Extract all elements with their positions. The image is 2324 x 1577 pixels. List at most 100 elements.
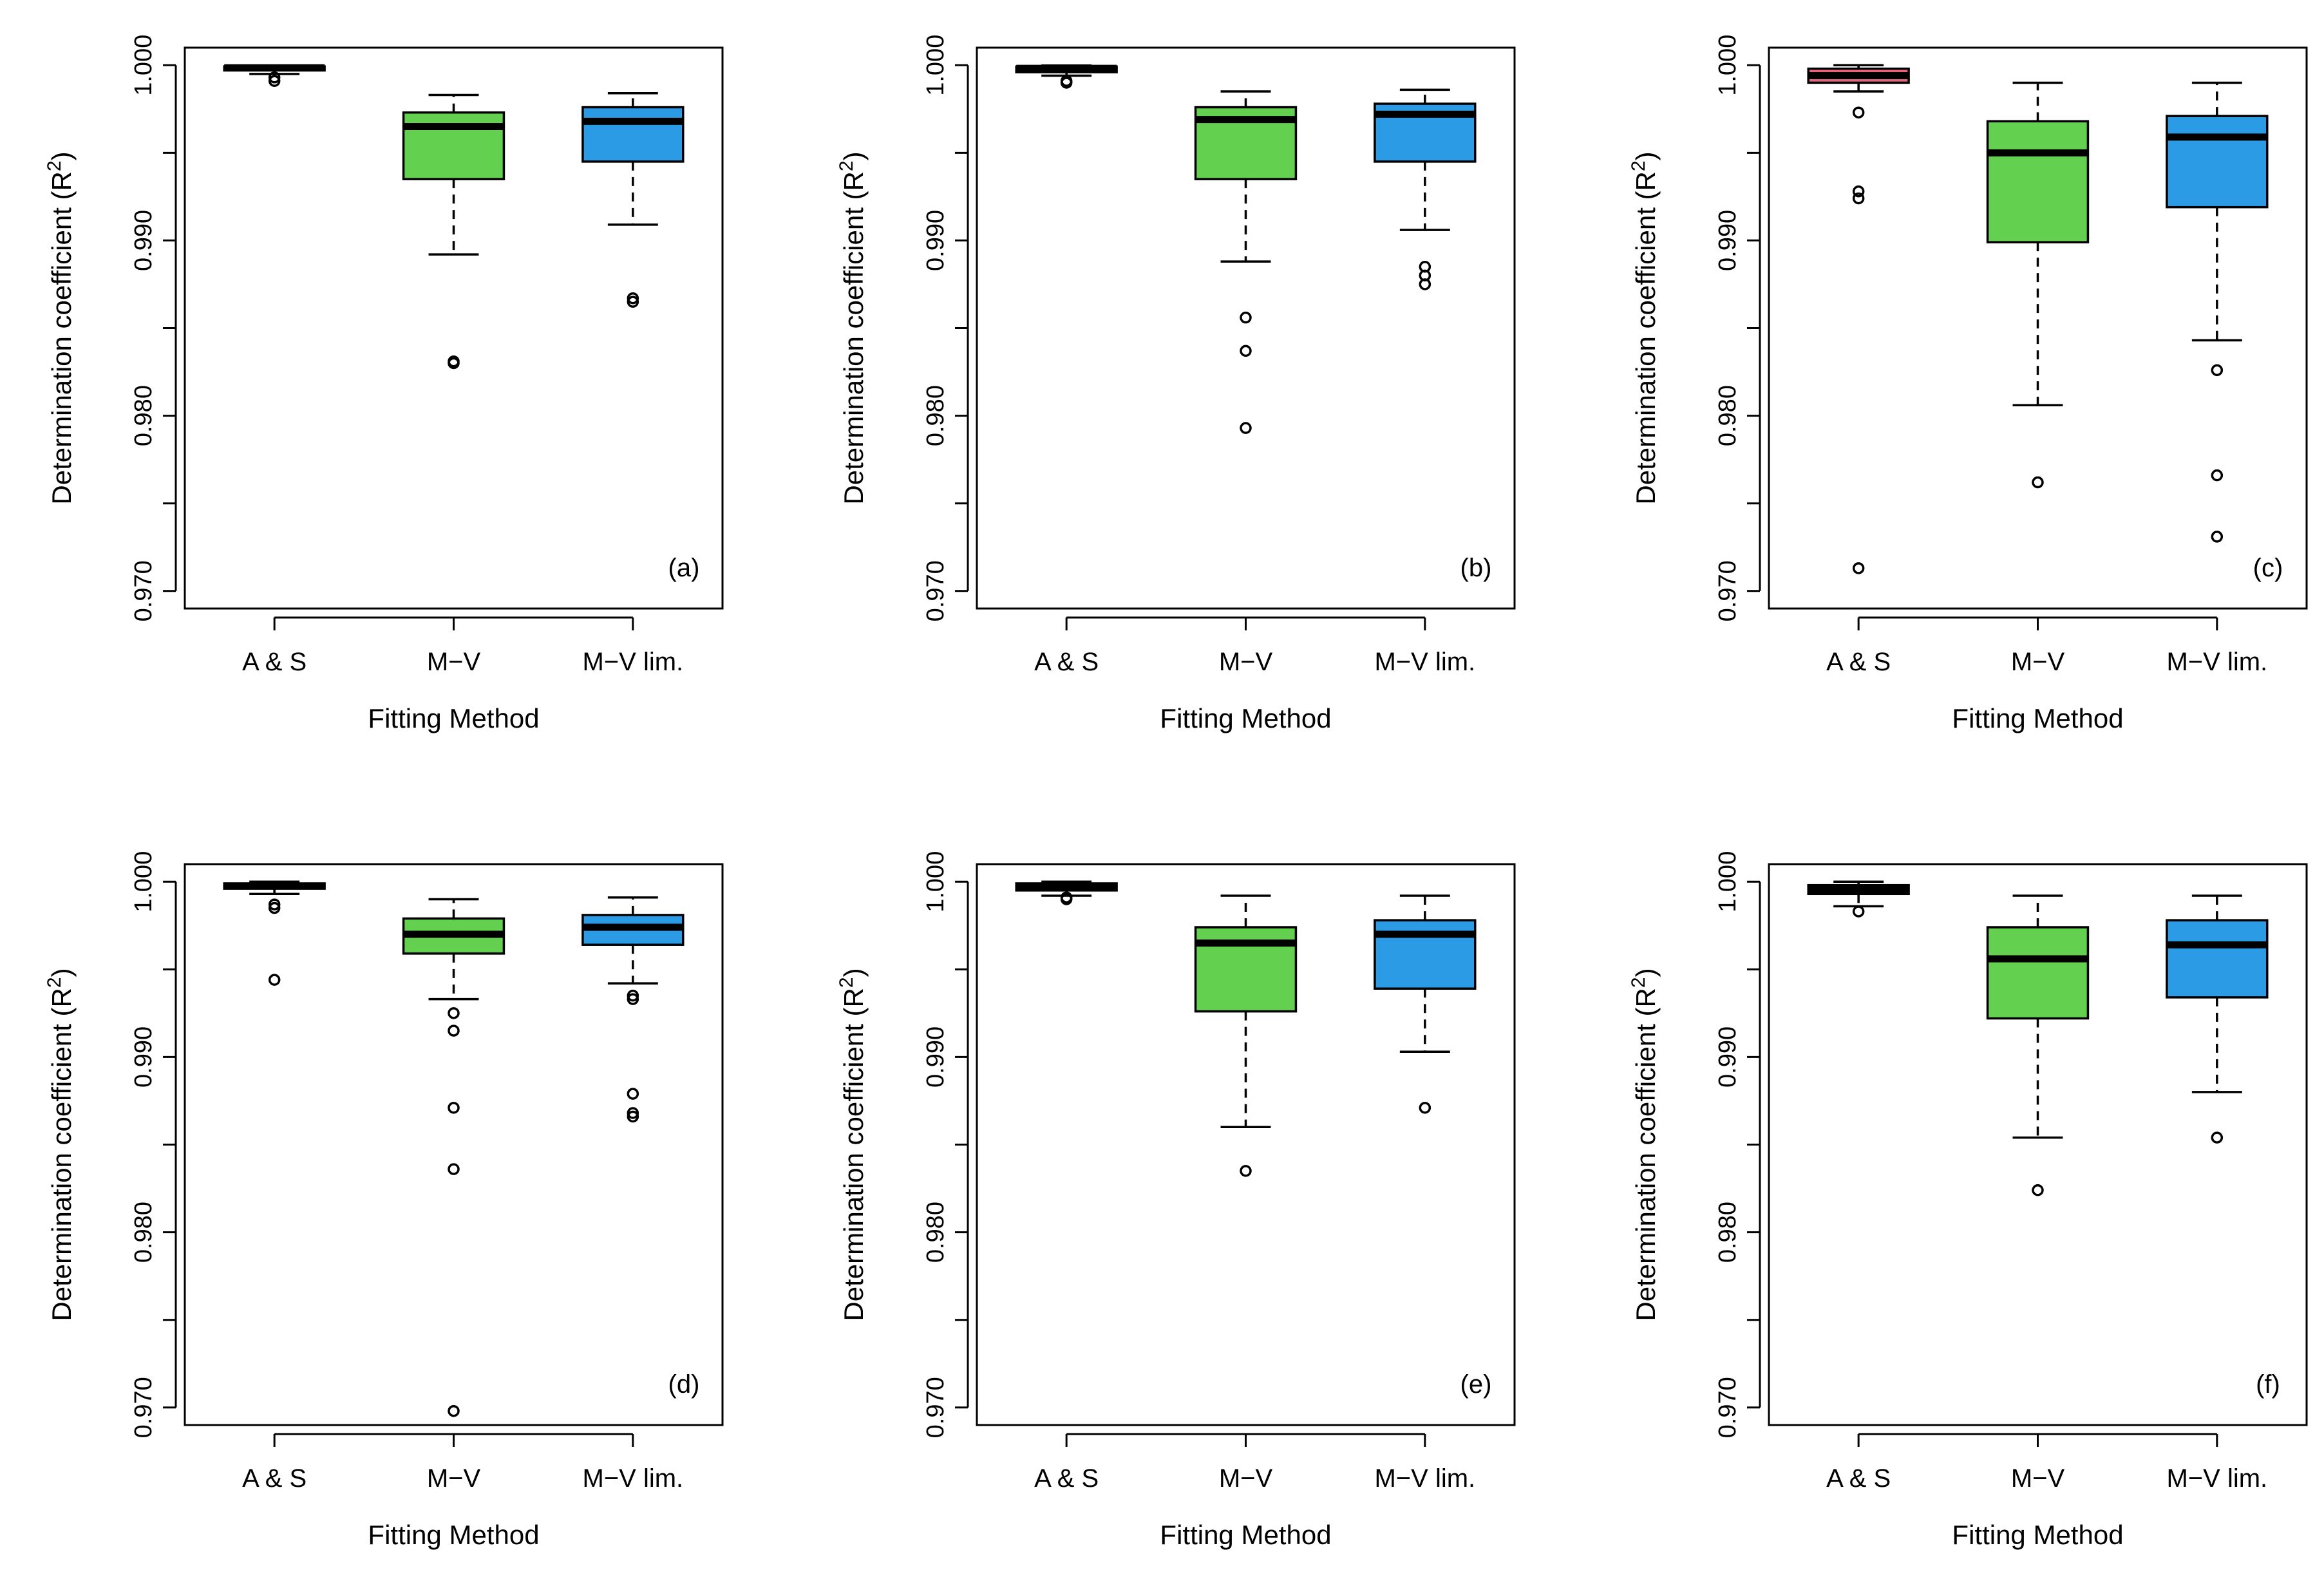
panel-label: (d) bbox=[668, 1370, 700, 1399]
box-body bbox=[2166, 919, 2269, 999]
box-1 bbox=[1015, 64, 1118, 89]
y-tick-label: 0.990 bbox=[922, 1026, 949, 1088]
y-tick-label: 1.000 bbox=[922, 35, 949, 96]
outlier-point bbox=[1240, 1165, 1252, 1177]
outlier-point bbox=[627, 1110, 639, 1123]
y-tick-label: 0.970 bbox=[130, 1377, 157, 1438]
chart-panel-c: 0.970 0.980 0.990 1.000 A & S M−V M−V lim. Fitt… bbox=[1628, 35, 2308, 733]
outlier-point bbox=[2032, 1184, 2044, 1196]
box-1 bbox=[223, 64, 326, 87]
x-tick-label: A & S bbox=[242, 648, 307, 676]
panel-label: (c) bbox=[2253, 554, 2283, 582]
plot-frame bbox=[1768, 46, 2308, 610]
y-tick-label: 0.980 bbox=[130, 385, 157, 446]
y-axis-title: Determination coefficient (R2) bbox=[1628, 968, 1661, 1321]
box-3 bbox=[581, 92, 685, 308]
plot-frame bbox=[184, 863, 724, 1426]
y-axis-title-superscript: 2 bbox=[836, 977, 857, 988]
outlier-point bbox=[448, 1007, 460, 1019]
y-axis-title: Determination coefficient (R2) bbox=[836, 968, 869, 1321]
y-axis-title-symbol: (R bbox=[838, 988, 869, 1016]
x-axis-title: Fitting Method bbox=[368, 703, 539, 733]
plot-frame bbox=[976, 46, 1516, 610]
outlier-point bbox=[627, 1107, 639, 1119]
y-axis-title: Determination coefficient (R2) bbox=[44, 968, 77, 1321]
y-axis-title-superscript: 2 bbox=[1628, 160, 1649, 171]
box-body bbox=[402, 111, 505, 180]
x-tick-label: M−V lim. bbox=[1374, 648, 1475, 676]
box-3 bbox=[2166, 81, 2269, 543]
y-tick-label: 1.000 bbox=[922, 851, 949, 912]
outlier-point bbox=[268, 71, 281, 84]
box-1 bbox=[1807, 880, 1910, 918]
plot-frame bbox=[184, 46, 724, 610]
x-tick-label: M−V lim. bbox=[2166, 1464, 2267, 1493]
outlier-point bbox=[2211, 1131, 2224, 1144]
box-1 bbox=[1807, 64, 1910, 574]
x-tick-label: M−V bbox=[427, 1464, 481, 1493]
box-body bbox=[1986, 926, 2090, 1020]
box-3 bbox=[2166, 894, 2269, 1144]
y-axis-title-symbol: (R bbox=[1630, 988, 1661, 1016]
y-axis-title: Determination coefficient (R2) bbox=[1628, 151, 1661, 504]
box-3 bbox=[581, 896, 685, 1123]
y-tick-label: 0.990 bbox=[130, 210, 157, 271]
x-tick-label: A & S bbox=[1034, 648, 1099, 676]
y-tick-label: 0.980 bbox=[1714, 1202, 1741, 1263]
x-tick-label: M−V lim. bbox=[1374, 1464, 1475, 1493]
y-axis-title: Determination coefficient (R2) bbox=[836, 151, 869, 504]
y-tick-label: 0.970 bbox=[1714, 560, 1741, 621]
outlier-point bbox=[1419, 278, 1431, 290]
x-tick-label: M−V lim. bbox=[582, 648, 683, 676]
y-axis-title: Determination coefficient (R2) bbox=[44, 151, 77, 504]
panel-label: (a) bbox=[668, 554, 700, 582]
outlier-point bbox=[1240, 345, 1252, 357]
y-tick-label: 0.970 bbox=[922, 1377, 949, 1438]
box-2 bbox=[402, 898, 505, 1417]
box-1 bbox=[223, 880, 326, 986]
y-axis-title-close: ) bbox=[46, 968, 77, 977]
y-axis-title-text: Determination coefficient bbox=[1630, 1016, 1661, 1321]
x-tick-label: M−V bbox=[2011, 648, 2065, 676]
outlier-point bbox=[1852, 192, 1865, 205]
box-body bbox=[581, 106, 685, 163]
outlier-point bbox=[2211, 531, 2224, 543]
y-axis-title-text: Determination coefficient bbox=[838, 200, 869, 504]
y-axis-title-close: ) bbox=[1630, 968, 1661, 977]
y-axis-title-close: ) bbox=[838, 151, 869, 160]
y-axis-title-symbol: (R bbox=[46, 988, 77, 1016]
y-axis-title-close: ) bbox=[46, 151, 77, 160]
x-tick-label: A & S bbox=[1034, 1464, 1099, 1493]
box-body bbox=[1986, 120, 2090, 243]
y-axis-title-superscript: 2 bbox=[836, 160, 857, 171]
y-tick-label: 0.990 bbox=[130, 1026, 157, 1088]
outlier-point bbox=[1852, 185, 1865, 198]
outlier-point bbox=[2211, 364, 2224, 377]
y-tick-label: 1.000 bbox=[1714, 35, 1741, 96]
outlier-point bbox=[448, 1102, 460, 1114]
y-tick-label: 1.000 bbox=[130, 851, 157, 912]
x-axis-title: Fitting Method bbox=[1160, 703, 1331, 733]
outlier-point bbox=[627, 296, 639, 308]
outlier-point bbox=[1852, 562, 1865, 574]
plot-frame bbox=[976, 863, 1516, 1426]
chart-panel-f: 0.970 0.980 0.990 1.000 A & S M−V M−V lim. Fitt… bbox=[1628, 851, 2308, 1550]
box-body bbox=[2166, 115, 2269, 209]
outlier-point bbox=[1240, 422, 1252, 434]
y-tick-label: 0.980 bbox=[922, 1202, 949, 1263]
x-tick-label: M−V bbox=[1219, 648, 1273, 676]
outlier-point bbox=[268, 902, 281, 914]
plot-frame bbox=[1768, 863, 2308, 1426]
outlier-point bbox=[268, 974, 281, 986]
x-tick-label: M−V bbox=[2011, 1464, 2065, 1493]
panel-label: (f) bbox=[2256, 1370, 2280, 1399]
y-tick-label: 1.000 bbox=[1714, 851, 1741, 912]
outlier-point bbox=[1852, 106, 1865, 118]
y-tick-label: 0.980 bbox=[922, 385, 949, 446]
y-tick-label: 0.990 bbox=[1714, 210, 1741, 271]
x-tick-label: M−V lim. bbox=[2166, 648, 2267, 676]
y-axis-title-text: Determination coefficient bbox=[1630, 200, 1661, 504]
outlier-point bbox=[2032, 476, 2044, 489]
chart-panel-a: 0.970 0.980 0.990 1.000 A & S M−V M−V lim. Fitt… bbox=[44, 35, 724, 733]
y-axis-title-text: Determination coefficient bbox=[838, 1016, 869, 1321]
